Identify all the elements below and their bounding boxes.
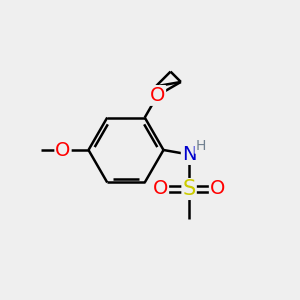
- Text: S: S: [182, 179, 196, 199]
- Text: H: H: [195, 139, 206, 153]
- Text: N: N: [182, 145, 196, 164]
- Text: O: O: [210, 179, 225, 199]
- Text: O: O: [153, 179, 168, 199]
- Text: O: O: [55, 140, 71, 160]
- Text: O: O: [150, 86, 165, 105]
